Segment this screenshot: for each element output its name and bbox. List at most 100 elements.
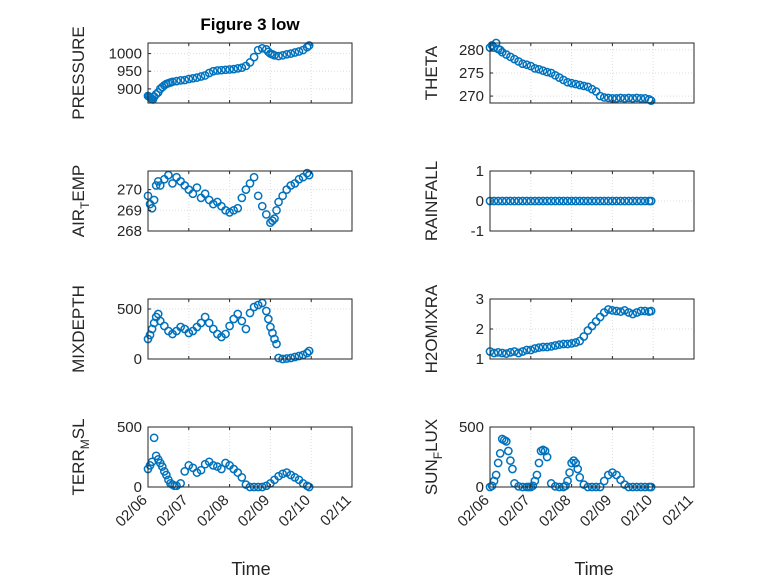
data-point xyxy=(534,64,544,74)
axes-box xyxy=(147,42,353,104)
data-point xyxy=(561,481,570,491)
data-point xyxy=(538,342,548,352)
y-tick-label: 1000 xyxy=(109,46,142,63)
data-point xyxy=(620,196,629,206)
data-point xyxy=(229,205,239,215)
data-point xyxy=(567,458,576,468)
data-point xyxy=(616,307,625,316)
data-point xyxy=(567,339,576,348)
subplot-rainfall: -1 0 1 RAINFALL xyxy=(422,161,695,241)
data-point xyxy=(274,197,283,207)
data-point xyxy=(571,79,581,89)
data-point xyxy=(608,196,617,206)
data-point xyxy=(563,77,572,87)
data-point xyxy=(612,196,621,206)
data-point xyxy=(550,341,560,350)
data-point xyxy=(290,352,300,362)
data-point xyxy=(213,66,222,75)
data-point xyxy=(542,452,552,462)
data-point xyxy=(530,344,540,353)
data-point xyxy=(518,196,527,206)
data-point xyxy=(534,196,544,206)
data-point xyxy=(200,312,210,322)
data-point xyxy=(217,65,226,75)
y-tick-label: 0 xyxy=(134,351,142,368)
data-point xyxy=(632,196,642,206)
data-point xyxy=(534,458,544,468)
data-point xyxy=(510,196,519,206)
data-point xyxy=(192,183,202,192)
y-tick-label: 500 xyxy=(117,301,142,318)
data-point xyxy=(497,196,507,206)
data-point xyxy=(217,464,226,474)
data-point xyxy=(522,60,532,70)
data-point xyxy=(245,179,255,188)
data-point xyxy=(274,51,283,61)
data-point xyxy=(636,306,646,316)
data-point xyxy=(302,42,312,52)
data-point xyxy=(225,65,234,74)
data-point xyxy=(546,342,556,351)
data-point xyxy=(538,66,548,76)
data-point xyxy=(196,72,206,81)
data-point xyxy=(624,93,634,103)
data-point xyxy=(278,191,287,201)
y-tick-label: 1 xyxy=(476,163,484,180)
data-point xyxy=(636,94,646,103)
data-point xyxy=(274,353,283,363)
data-point xyxy=(518,347,527,356)
data-point xyxy=(208,461,218,470)
data-point xyxy=(149,433,159,443)
data-point xyxy=(208,199,218,209)
y-tick-label: 500 xyxy=(117,419,142,436)
data-point xyxy=(571,196,581,206)
data-point xyxy=(559,196,568,206)
data-point xyxy=(180,75,190,85)
y-tick-label: 900 xyxy=(117,81,142,98)
data-point xyxy=(579,196,589,206)
data-point xyxy=(278,469,287,479)
data-point xyxy=(241,324,251,334)
data-point xyxy=(225,208,234,217)
y-tick-label: 280 xyxy=(459,42,484,59)
data-point xyxy=(233,309,243,319)
data-point xyxy=(270,214,279,223)
data-point xyxy=(162,470,171,480)
data-point xyxy=(506,456,515,465)
data-point xyxy=(608,306,617,315)
data-point xyxy=(208,66,218,76)
y-tick-label: -1 xyxy=(471,223,484,240)
data-point xyxy=(245,58,255,67)
data-point xyxy=(550,482,560,491)
data-point xyxy=(542,196,552,206)
data-point xyxy=(233,64,243,73)
data-point xyxy=(491,470,501,480)
data-point xyxy=(304,170,314,180)
data-point xyxy=(579,332,589,341)
y-tick-label: 0 xyxy=(134,479,142,496)
data-point xyxy=(504,446,513,456)
data-point xyxy=(184,328,194,338)
data-point xyxy=(294,47,304,56)
data-point xyxy=(253,300,263,310)
data-point xyxy=(579,81,589,91)
y-axis-label: PRESSURE xyxy=(69,26,88,120)
data-point xyxy=(632,93,642,103)
data-point xyxy=(249,172,259,182)
data-point xyxy=(603,93,613,103)
data-point xyxy=(237,316,247,326)
data-point xyxy=(575,196,585,206)
data-point xyxy=(595,196,605,206)
data-point xyxy=(282,49,292,59)
data-point xyxy=(257,201,267,211)
data-point xyxy=(204,318,214,328)
data-point xyxy=(176,322,185,332)
data-point xyxy=(506,196,515,206)
subplot-air: 268 269 270 AIRTEMP xyxy=(69,165,353,240)
data-point xyxy=(172,76,181,86)
data-point xyxy=(518,59,527,69)
axes-box xyxy=(489,426,695,488)
data-point xyxy=(528,481,538,491)
data-point xyxy=(628,309,638,319)
data-point xyxy=(612,94,621,103)
